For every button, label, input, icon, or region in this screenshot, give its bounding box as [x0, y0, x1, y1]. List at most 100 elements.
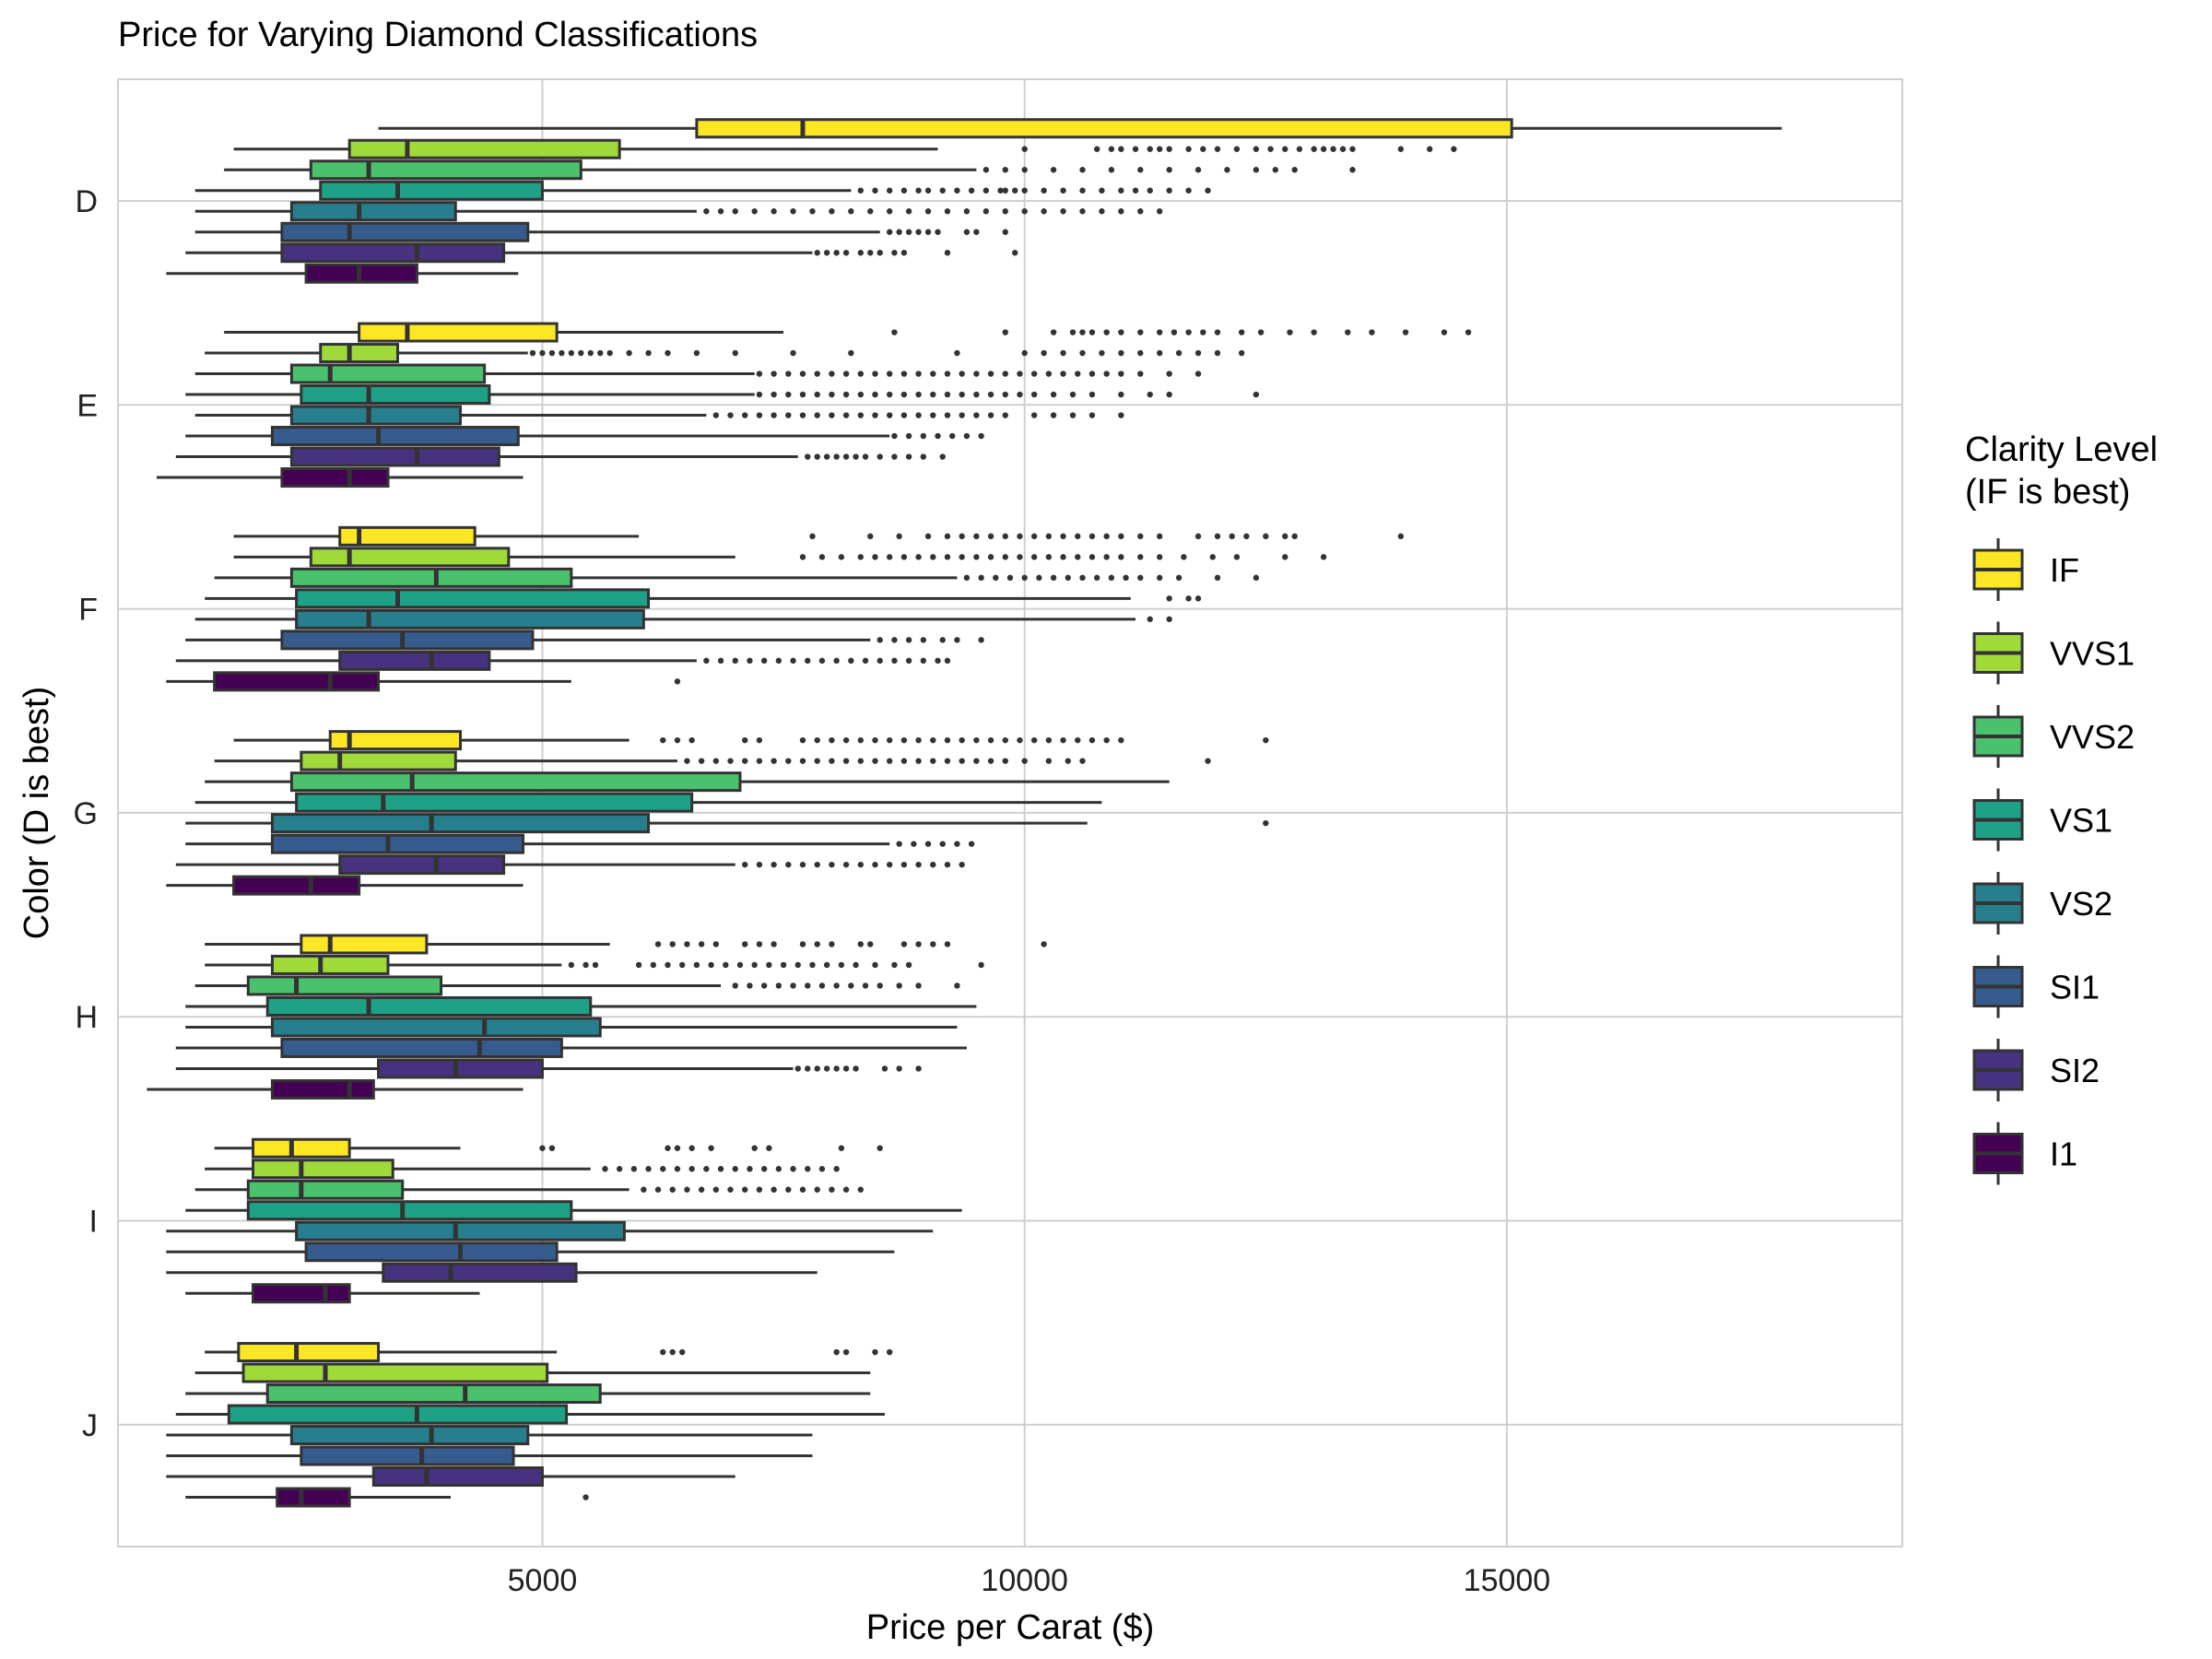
outlier-point	[896, 841, 902, 847]
box-layer	[147, 118, 1783, 1508]
outlier-point	[900, 250, 908, 256]
outlier-point	[809, 208, 816, 215]
box-F-VS1	[205, 588, 1202, 609]
box-iqr	[246, 975, 443, 996]
outlier-point	[993, 574, 999, 582]
outlier-point	[756, 736, 763, 744]
outlier-point	[886, 554, 893, 560]
outlier-point	[1339, 146, 1347, 152]
box-iqr	[270, 1078, 375, 1100]
box-G-IF	[233, 730, 1269, 751]
box-iqr	[289, 405, 463, 426]
outlier-point	[848, 349, 854, 357]
outlier-point	[930, 758, 936, 764]
outlier-point	[1088, 554, 1096, 560]
outlier-point	[1282, 533, 1288, 540]
outlier-point	[1088, 371, 1096, 377]
y-tick-label: H	[75, 1000, 98, 1035]
outlier-point	[1137, 371, 1144, 377]
outlier-point	[959, 554, 965, 560]
outlier-point	[1021, 574, 1028, 582]
outlier-point	[1137, 574, 1144, 582]
outlier-point	[1060, 554, 1066, 560]
outlier-point	[939, 637, 946, 643]
outlier-point	[848, 208, 854, 215]
outlier-point	[944, 250, 951, 256]
box-iqr	[300, 1445, 515, 1466]
outlier-point	[1137, 349, 1144, 357]
outlier-point	[799, 941, 806, 947]
x-tick-label: 5000	[508, 1563, 578, 1598]
outlier-point	[669, 1186, 676, 1193]
outlier-point	[1200, 146, 1206, 152]
outlier-point	[548, 349, 556, 357]
outlier-point	[1030, 554, 1038, 560]
outlier-point	[935, 432, 941, 440]
box-iqr	[270, 833, 525, 854]
box-J-VVS1	[194, 1362, 871, 1383]
outlier-point	[920, 453, 927, 460]
outlier-point	[1147, 616, 1153, 623]
box-J-VS2	[166, 1425, 813, 1446]
box-group-I	[166, 1137, 962, 1304]
outlier-point	[568, 961, 575, 969]
outlier-point	[915, 391, 922, 398]
outlier-point	[1017, 736, 1023, 744]
outlier-point	[1147, 187, 1153, 194]
outlier-point	[805, 453, 811, 460]
outlier-point	[747, 1166, 753, 1172]
outlier-point	[1214, 349, 1221, 357]
outlier-point	[1030, 412, 1038, 418]
outlier-point	[1157, 574, 1163, 582]
outlier-point	[578, 349, 584, 357]
outlier-point	[582, 1494, 589, 1500]
outlier-point	[799, 861, 806, 868]
box-E-IF	[224, 322, 1472, 343]
outlier-point	[1050, 412, 1057, 418]
outlier-point	[766, 961, 772, 969]
outlier-point	[1002, 391, 1008, 398]
legend-label: VS2	[2050, 885, 2112, 923]
box-G-VVS1	[214, 750, 1211, 771]
outlier-point	[891, 637, 898, 643]
outlier-point	[1166, 371, 1172, 377]
x-axis-title: Price per Carat ($)	[866, 1608, 1155, 1647]
outlier-point	[693, 349, 700, 357]
outlier-point	[1296, 146, 1303, 152]
outlier-point	[1263, 533, 1269, 540]
outlier-point	[944, 861, 951, 868]
outlier-point	[1060, 349, 1066, 357]
outlier-point	[775, 657, 782, 665]
box-iqr	[280, 467, 390, 488]
outlier-point	[1282, 554, 1288, 560]
outlier-point	[915, 371, 922, 377]
outlier-point	[814, 1186, 820, 1193]
outlier-point	[872, 758, 878, 764]
box-iqr	[280, 1037, 563, 1058]
outlier-point	[814, 412, 820, 418]
outlier-point	[963, 229, 971, 235]
box-J-I1	[185, 1487, 589, 1508]
box-iqr	[309, 159, 582, 181]
outlier-point	[539, 1145, 546, 1151]
outlier-point	[982, 187, 990, 194]
outlier-point	[771, 208, 777, 215]
outlier-point	[1166, 595, 1172, 602]
outlier-point	[891, 250, 898, 256]
outlier-point	[771, 758, 777, 764]
outlier-point	[1030, 533, 1038, 540]
box-E-VVS1	[205, 343, 1245, 364]
outlier-point	[606, 349, 613, 357]
outlier-point	[954, 841, 960, 847]
box-iqr	[246, 1179, 405, 1200]
box-G-VVS2	[205, 771, 1170, 793]
outlier-point	[997, 187, 1004, 194]
outlier-point	[785, 391, 792, 398]
outlier-point	[1017, 371, 1023, 377]
outlier-point	[857, 412, 864, 418]
outlier-point	[732, 982, 738, 989]
outlier-point	[1257, 329, 1265, 335]
outlier-point	[1050, 391, 1057, 398]
outlier-point	[867, 250, 874, 256]
box-iqr	[227, 1404, 569, 1425]
